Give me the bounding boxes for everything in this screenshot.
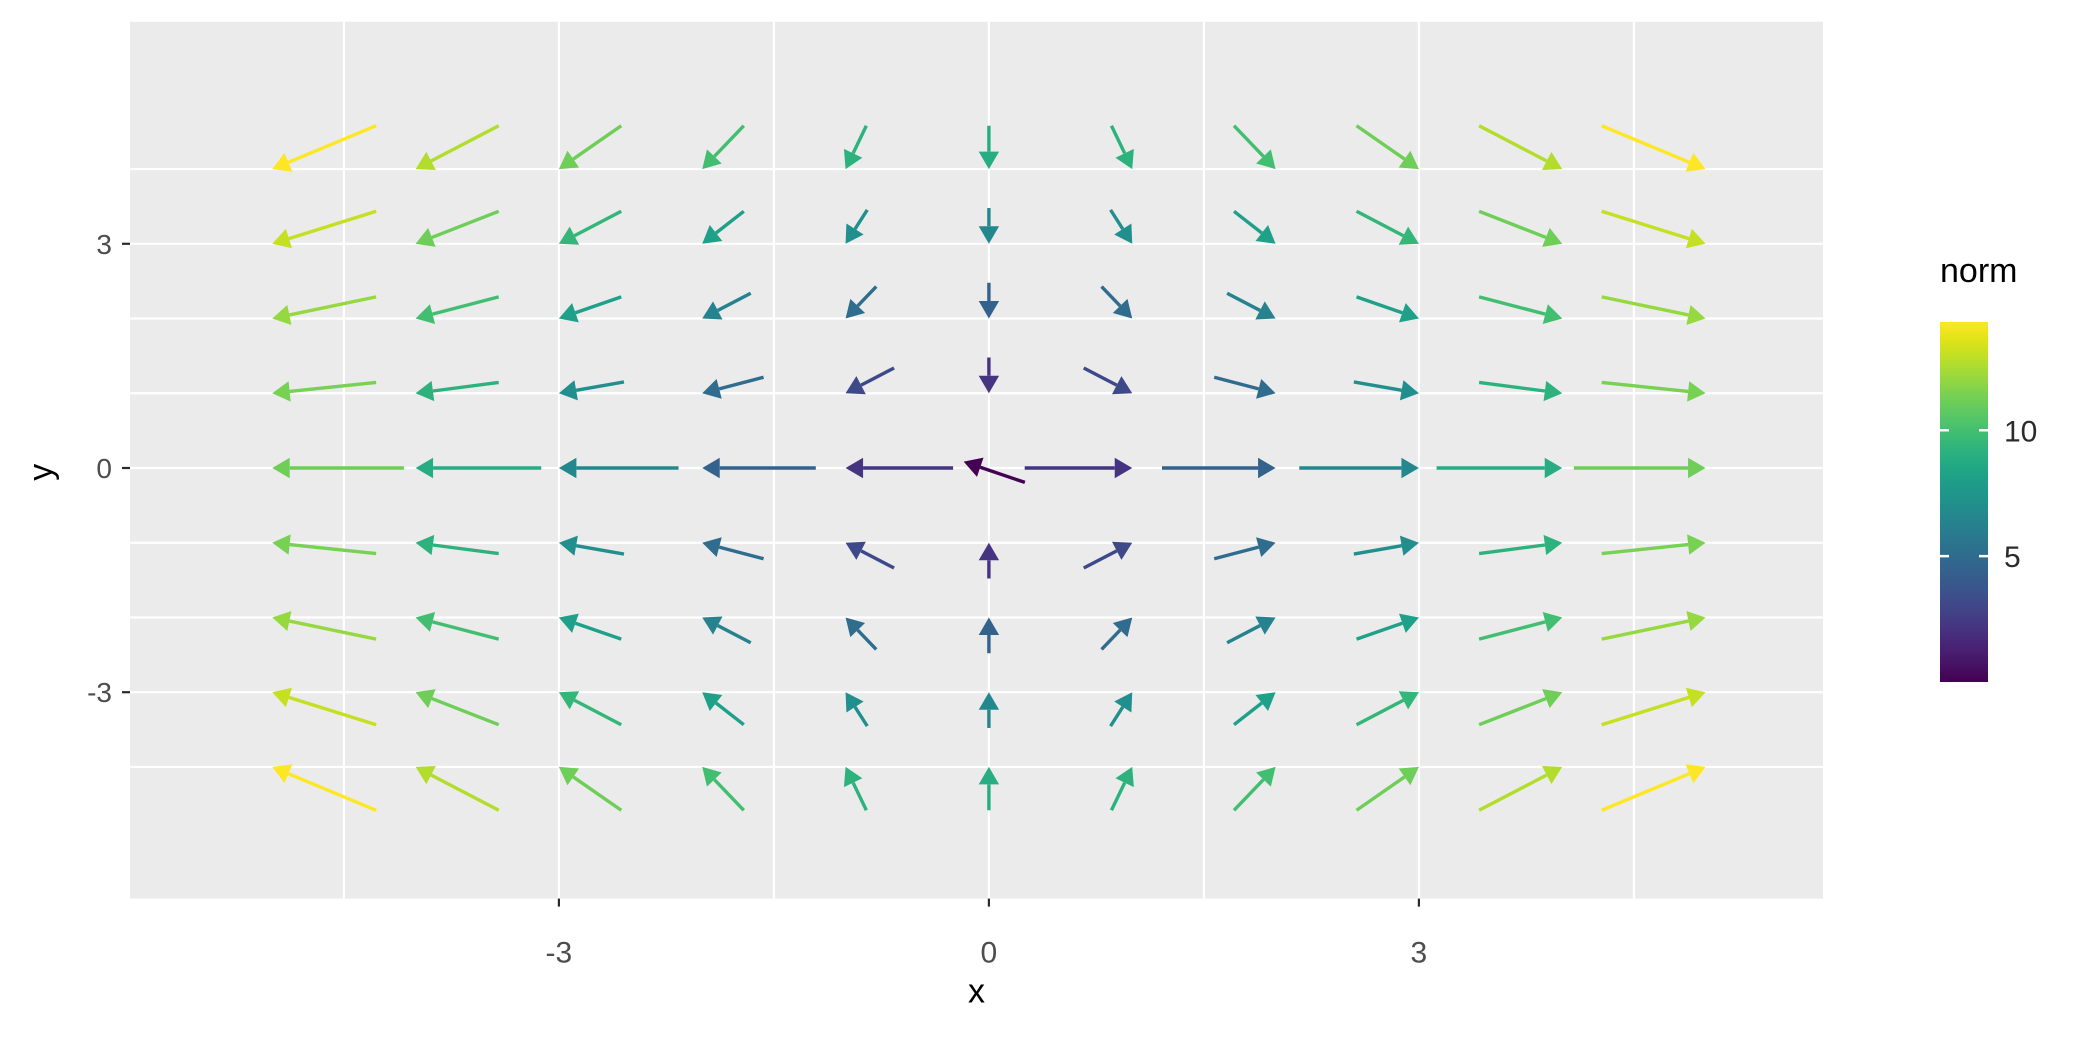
svg-text:-3: -3 (546, 937, 573, 970)
svg-text:0: 0 (981, 937, 998, 970)
svg-text:-3: -3 (87, 677, 112, 708)
svg-text:y: y (22, 464, 60, 481)
svg-text:x: x (968, 973, 985, 1011)
svg-text:10: 10 (2004, 415, 2037, 448)
svg-text:3: 3 (1411, 937, 1428, 970)
svg-text:3: 3 (96, 229, 112, 260)
svg-text:norm: norm (1940, 252, 2017, 290)
svg-text:5: 5 (2004, 541, 2021, 574)
svg-text:0: 0 (96, 453, 112, 484)
